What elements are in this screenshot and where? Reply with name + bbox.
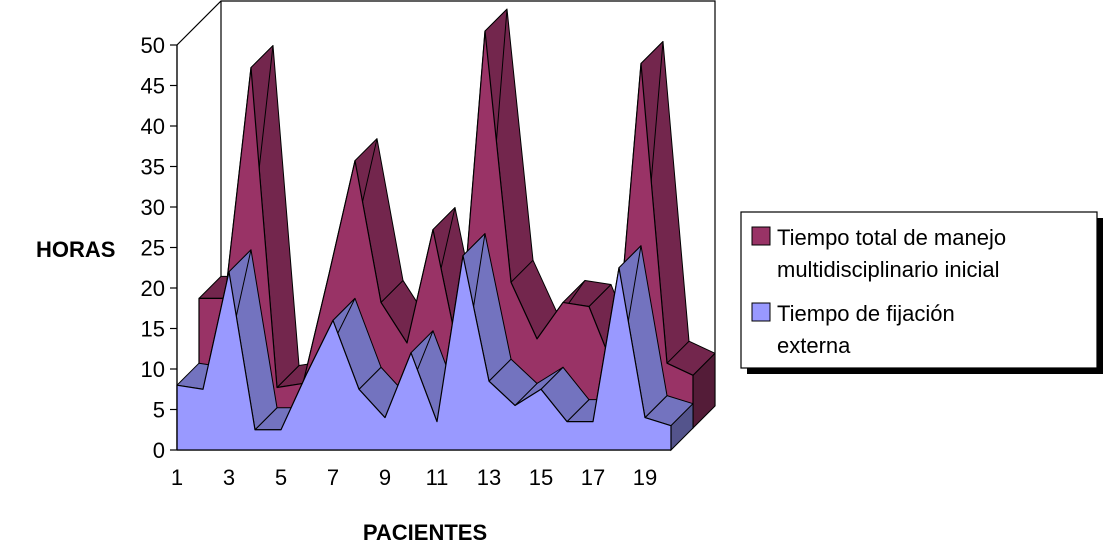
x-tick-label: 15 bbox=[529, 465, 553, 490]
series-2-point-18 bbox=[619, 267, 620, 268]
y-tick-label: 35 bbox=[141, 155, 165, 180]
x-axis-title: PACIENTES bbox=[363, 520, 487, 545]
series-2-point-15 bbox=[541, 389, 542, 390]
x-tick-label: 1 bbox=[171, 465, 183, 490]
y-axis-ticks: 0 5 10 15 20 25 30 35 40 45 50 bbox=[141, 33, 178, 463]
series-2-point-13 bbox=[489, 381, 490, 382]
y-tick-label: 5 bbox=[153, 398, 165, 423]
y-tick-label: 15 bbox=[141, 317, 165, 342]
x-tick-label: 3 bbox=[223, 465, 235, 490]
series-2-point-4 bbox=[255, 429, 256, 430]
legend-box bbox=[740, 211, 1098, 369]
x-tick-label: 5 bbox=[275, 465, 287, 490]
series-2-point-6 bbox=[307, 373, 308, 374]
series-2-point-3 bbox=[229, 271, 230, 272]
y-tick-label: 40 bbox=[141, 114, 165, 139]
y-tick-label: 25 bbox=[141, 236, 165, 261]
series-2-point-12 bbox=[463, 255, 464, 256]
series-2-point-10 bbox=[411, 352, 412, 353]
series-front-layer bbox=[176, 233, 694, 452]
x-tick-label: 19 bbox=[633, 465, 657, 490]
y-axis-title: HORAS bbox=[36, 237, 115, 262]
x-tick-label: 13 bbox=[477, 465, 501, 490]
series-1-point-18 bbox=[641, 63, 642, 64]
series-1-point-14 bbox=[537, 338, 538, 339]
series-1-point-6 bbox=[329, 274, 330, 275]
series-1-point-4 bbox=[277, 387, 278, 388]
x-tick-label: 17 bbox=[581, 465, 605, 490]
legend-swatch bbox=[751, 226, 771, 246]
y-tick-label: 45 bbox=[141, 74, 165, 99]
series-2-point-8 bbox=[359, 389, 360, 390]
series-1-point-1 bbox=[199, 298, 200, 299]
x-tick-label: 7 bbox=[327, 465, 339, 490]
series-2-point-14 bbox=[515, 405, 516, 406]
series-2-point-5 bbox=[281, 429, 282, 430]
series-1-point-13 bbox=[511, 282, 512, 283]
series-2-point-11 bbox=[437, 421, 438, 422]
series-1-point-10 bbox=[433, 229, 434, 230]
y-tick-label: 30 bbox=[141, 195, 165, 220]
series-1-point-7 bbox=[355, 160, 356, 161]
legend-entry-label: Tiempo total de manejo multidisciplinario… bbox=[777, 225, 1006, 282]
series-2-point-16 bbox=[567, 421, 568, 422]
series-2-front-face bbox=[176, 255, 672, 451]
series-1-point-16 bbox=[589, 306, 590, 307]
series-2-point-20 bbox=[671, 425, 672, 426]
x-axis-ticks: 1 3 5 7 9 11 13 15 17 19 bbox=[171, 465, 657, 490]
y-tick-label: 20 bbox=[141, 276, 165, 301]
series-1-point-19 bbox=[667, 363, 668, 364]
y-tick-label: 50 bbox=[141, 33, 165, 58]
series-1-point-8 bbox=[381, 302, 382, 303]
series-2-point-9 bbox=[385, 417, 386, 418]
series-1-point-20 bbox=[693, 375, 694, 376]
series-2-point-19 bbox=[645, 417, 646, 418]
series-1-point-3 bbox=[251, 67, 252, 68]
series-1-point-15 bbox=[563, 302, 564, 303]
y-tick-label: 10 bbox=[141, 357, 165, 382]
series-1-point-9 bbox=[407, 342, 408, 343]
legend: Tiempo total de manejo multidisciplinario… bbox=[740, 211, 1103, 374]
series-2-point-17 bbox=[593, 421, 594, 422]
x-tick-label: 9 bbox=[379, 465, 391, 490]
series-1-point-12 bbox=[485, 31, 486, 32]
legend-swatch bbox=[751, 302, 771, 322]
legend-entry-label: Tiempo de fijación externa bbox=[777, 301, 955, 358]
series-2-point-2 bbox=[203, 389, 204, 390]
y-tick-label: 0 bbox=[153, 438, 165, 463]
series-2-point-7 bbox=[333, 320, 334, 321]
x-tick-label: 11 bbox=[426, 465, 449, 490]
